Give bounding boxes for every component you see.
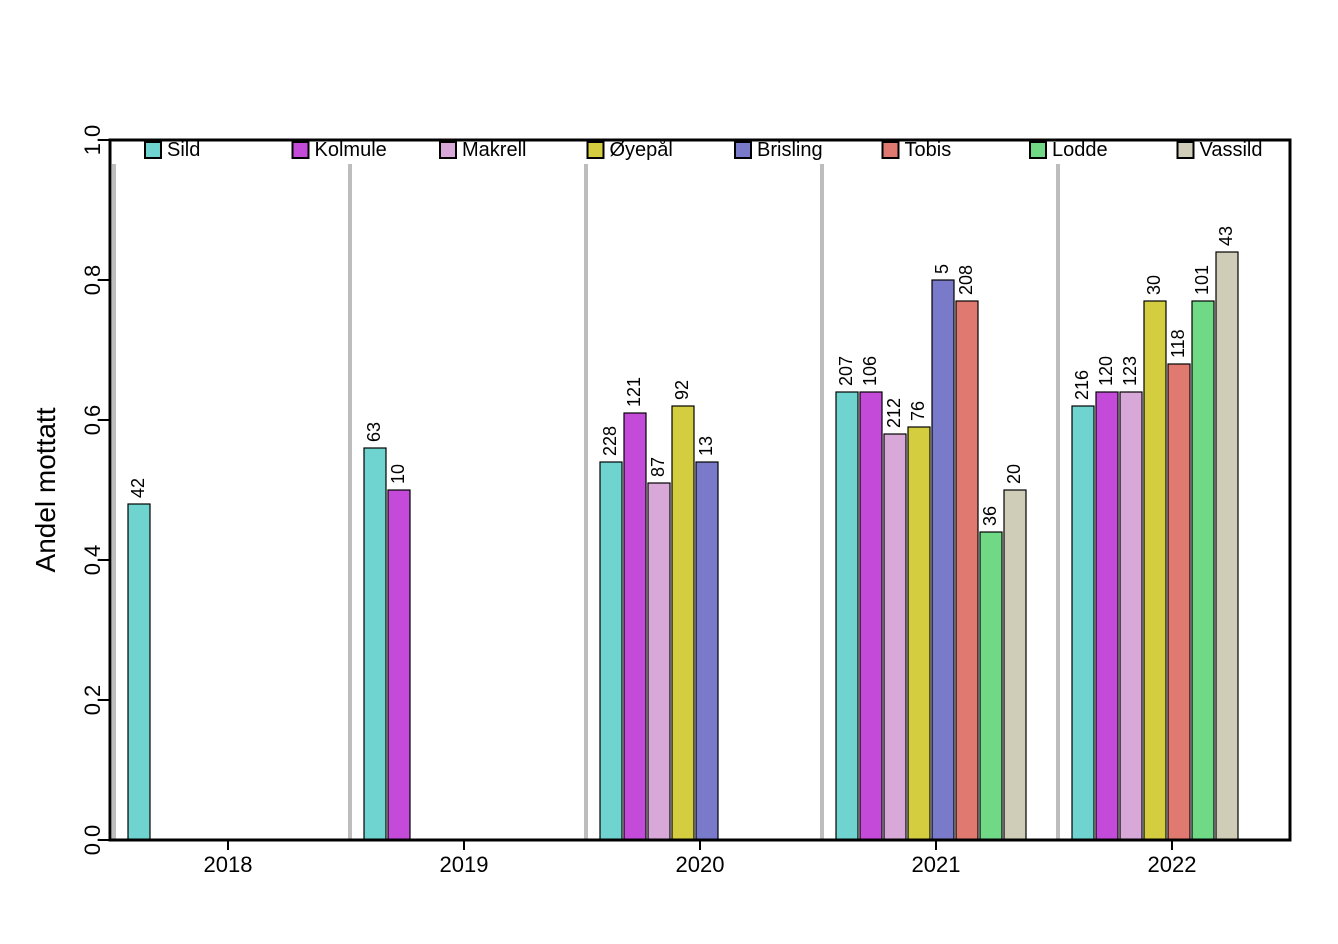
bar-value-label: 10: [388, 464, 408, 484]
bar-value-label: 63: [364, 422, 384, 442]
x-tick-label: 2021: [912, 852, 961, 877]
legend-swatch: [735, 142, 751, 158]
legend-label: Kolmule: [315, 139, 387, 161]
y-tick-label: 0.6: [80, 405, 105, 436]
x-tick-label: 2022: [1148, 852, 1197, 877]
bar-value-label: 87: [648, 457, 668, 477]
y-tick-label: 0.0: [80, 825, 105, 856]
y-tick-label: 0.4: [80, 545, 105, 576]
y-tick-label: 1.0: [80, 125, 105, 156]
bar: [600, 462, 622, 840]
y-tick-label: 0.2: [80, 685, 105, 716]
bar: [648, 483, 670, 840]
bar-value-label: 42: [128, 478, 148, 498]
bar: [364, 448, 386, 840]
chart-container: Sild Kolmule Makrell Øyepål Brisling Tobis Lod…: [0, 0, 1338, 944]
bar-value-label: 207: [836, 356, 856, 386]
bar-value-label: 43: [1216, 226, 1236, 246]
legend-swatch: [440, 142, 456, 158]
bar-value-label: 216: [1072, 370, 1092, 400]
bar: [860, 392, 882, 840]
y-axis-label: Andel mottatt: [30, 407, 61, 572]
legend-swatch: [588, 142, 604, 158]
bar-value-label: 36: [980, 506, 1000, 526]
x-tick-label: 2019: [440, 852, 489, 877]
bar: [1216, 252, 1238, 840]
bar-value-label: 76: [908, 401, 928, 421]
legend-label: Makrell: [462, 139, 526, 161]
legend-swatch: [293, 142, 309, 158]
bar-value-label: 208: [956, 265, 976, 295]
bar-value-label: 121: [624, 377, 644, 407]
y-tick-label: 0.8: [80, 265, 105, 296]
legend-label: Vassild: [1200, 139, 1263, 161]
bar-value-label: 212: [884, 398, 904, 428]
bar: [932, 280, 954, 840]
x-tick-label: 2020: [676, 852, 725, 877]
x-tick-label: 2018: [204, 852, 253, 877]
bar: [836, 392, 858, 840]
bar-chart: Sild Kolmule Makrell Øyepål Brisling Tobis Lod…: [0, 0, 1338, 944]
legend-swatch: [1178, 142, 1194, 158]
legend-label: Øyepål: [610, 139, 673, 161]
legend-swatch: [883, 142, 899, 158]
legend-label: Tobis: [905, 139, 952, 161]
bar: [1120, 392, 1142, 840]
bar: [980, 532, 1002, 840]
bar: [624, 413, 646, 840]
bar: [1144, 301, 1166, 840]
bar-value-label: 13: [696, 436, 716, 456]
bar: [956, 301, 978, 840]
bar: [884, 434, 906, 840]
bar: [696, 462, 718, 840]
bar-value-label: 101: [1192, 265, 1212, 295]
bar-value-label: 20: [1004, 464, 1024, 484]
bar: [1192, 301, 1214, 840]
legend-swatch: [1030, 142, 1046, 158]
bar: [1168, 364, 1190, 840]
bar-value-label: 5: [932, 264, 952, 274]
bar: [128, 504, 150, 840]
bar-value-label: 106: [860, 356, 880, 386]
bar-value-label: 118: [1168, 329, 1188, 358]
bar: [388, 490, 410, 840]
legend-label: Sild: [167, 139, 200, 161]
legend-label: Brisling: [757, 139, 823, 161]
bar: [672, 406, 694, 840]
bar-value-label: 228: [600, 426, 620, 456]
bar-value-label: 30: [1144, 275, 1164, 295]
legend-swatch: [145, 142, 161, 158]
bar-value-label: 120: [1096, 356, 1116, 386]
bar-value-label: 92: [672, 380, 692, 400]
bar: [1004, 490, 1026, 840]
bar-value-label: 123: [1120, 356, 1140, 386]
bar: [1096, 392, 1118, 840]
bar: [1072, 406, 1094, 840]
bar: [908, 427, 930, 840]
legend-label: Lodde: [1052, 139, 1108, 161]
